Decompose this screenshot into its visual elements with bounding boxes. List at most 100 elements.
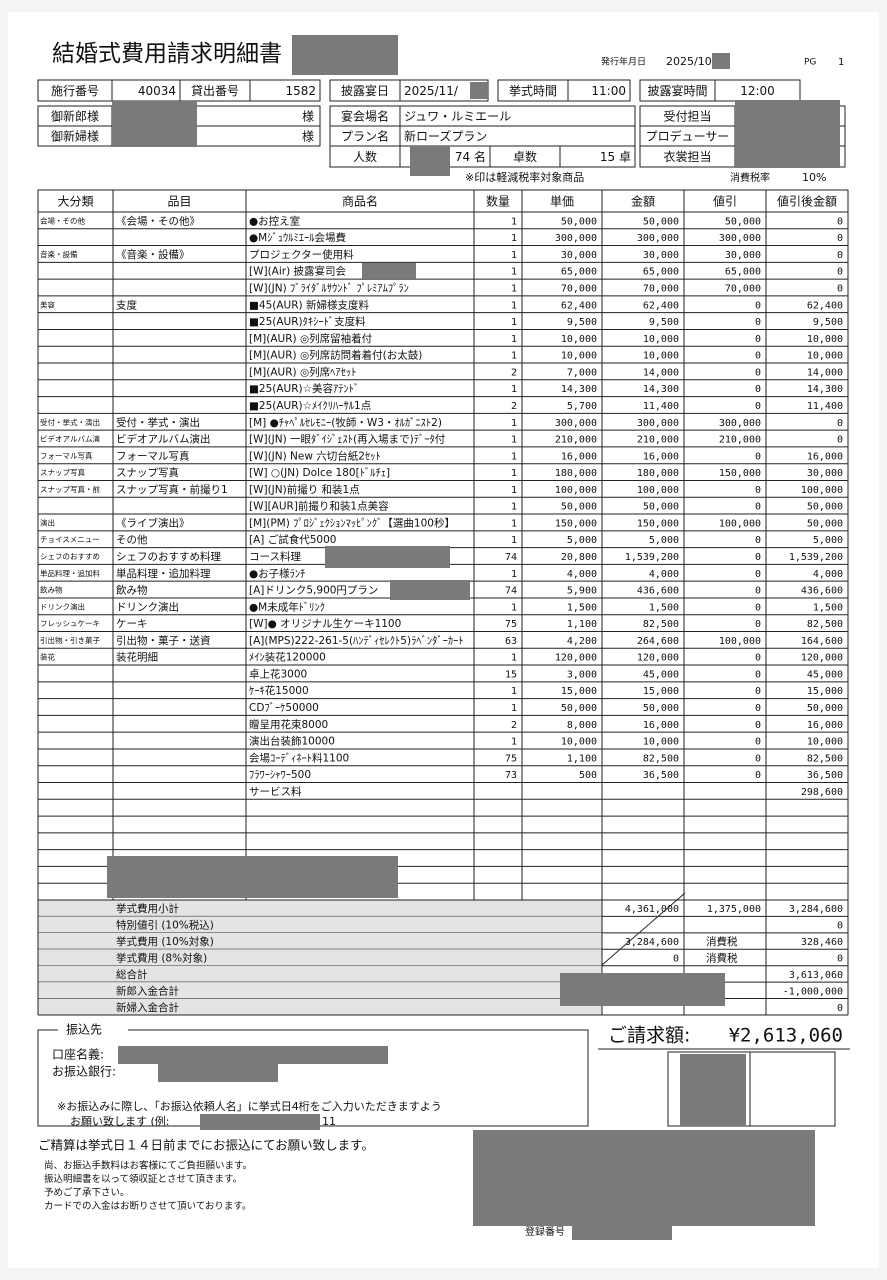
row-name: 会場ｺｰﾃﾞｨﾈｰﾄ料1100: [249, 751, 349, 764]
row-net: 0: [837, 418, 843, 429]
row-net: 0: [837, 435, 843, 446]
row-item: 《ライブ演出》: [116, 516, 190, 529]
row-net: 62,400: [807, 300, 843, 311]
column-header: 大分類: [57, 195, 93, 209]
row-unit-price: 1,500: [567, 602, 597, 613]
billing-amount: ¥2,613,060: [729, 1025, 843, 1047]
field-value: 15 卓: [600, 150, 631, 164]
row-amount: 50,000: [643, 703, 679, 714]
redaction: [680, 1054, 746, 1126]
summary-amount: 0: [673, 953, 679, 964]
row-net: 0: [837, 284, 843, 295]
row-unit-price: 7,000: [567, 367, 597, 378]
summary-amount: 3,284,600: [625, 937, 679, 948]
row-name: [A]ドリンク5,900円プラン: [249, 585, 378, 597]
row-category: 美容: [40, 299, 55, 309]
row-category: 装花: [40, 652, 55, 662]
row-net: 0: [837, 267, 843, 278]
row-discount: 100,000: [719, 518, 761, 529]
row-amount: 82,500: [643, 619, 679, 630]
summary-label: 挙式費用 (10%対象): [116, 935, 214, 948]
row-item: 受付・挙式・演出: [116, 416, 200, 429]
row-qty: 2: [511, 401, 517, 412]
row-name: ●Mｼﾞｭｳﾙﾐｴｰﾙ会場費: [249, 231, 346, 244]
row-name: [M] ●ﾁｬﾍﾟﾙｾﾚﾓﾆｰ(牧師・W3・ｵﾙｶﾞﾆｽﾄ2): [249, 416, 442, 429]
row-net: 10,000: [807, 737, 843, 748]
row-amount: 264,600: [637, 636, 679, 647]
row-amount: 82,500: [643, 753, 679, 764]
row-net: 15,000: [807, 686, 843, 697]
row-name: [W](JN) 一眼ﾀﾞｲｼﾞｪｽﾄ(再入場まで)ﾃﾞｰﾀ付: [249, 433, 445, 446]
row-discount: 70,000: [725, 284, 761, 295]
row-name: 贈呈用花束8000: [249, 718, 328, 731]
summary-shade: [38, 982, 602, 999]
summary-net: -1,000,000: [783, 986, 843, 997]
row-category: 引出物・引き菓子: [40, 635, 100, 645]
summary-shade: [38, 916, 602, 933]
row-net: 30,000: [807, 468, 843, 479]
row-qty: 1: [511, 284, 517, 295]
row-discount: 0: [755, 317, 761, 328]
summary-net: 3,613,060: [789, 970, 843, 981]
row-item: 《音楽・設備》: [116, 248, 190, 261]
row-unit-price: 4,000: [567, 569, 597, 580]
row-net: 16,000: [807, 451, 843, 462]
row-discount: 30,000: [725, 250, 761, 261]
field-label: 挙式時間: [509, 84, 557, 98]
footer-note: 振込明細書を以って領収証とさせて頂きます。: [44, 1173, 242, 1185]
column-header: 値引: [713, 194, 737, 209]
row-qty: 1: [511, 653, 517, 664]
row-net: 50,000: [807, 703, 843, 714]
row-amount: 10,000: [643, 351, 679, 362]
row-unit-price: 5,900: [567, 586, 597, 597]
row-unit-price: 14,300: [561, 384, 597, 395]
row-unit-price: 5,700: [567, 401, 597, 412]
redaction: [470, 82, 488, 99]
row-unit-price: 150,000: [555, 518, 597, 529]
redaction: [473, 1130, 815, 1226]
row-category: シェフのおすすめ: [40, 552, 100, 561]
summary-discount: 1,375,000: [707, 904, 761, 915]
tax-rate: 10%: [802, 171, 826, 184]
row-unit-price: 300,000: [555, 418, 597, 429]
summary-label: 新婦入金合計: [116, 1001, 179, 1014]
summary-tax-label: 消費税: [706, 951, 738, 964]
row-amount: 14,000: [643, 367, 679, 378]
field-label: 宴会場名: [341, 109, 389, 124]
row-amount: 300,000: [637, 233, 679, 244]
row-category: フォーマル写真: [40, 450, 93, 460]
summary-shade: [38, 899, 602, 917]
row-unit-price: 300,000: [555, 233, 597, 244]
row-qty: 1: [511, 233, 517, 244]
row-discount: 0: [755, 686, 761, 697]
row-net: 10,000: [807, 351, 843, 362]
row-amount: 9,500: [649, 317, 679, 328]
row-discount: 0: [755, 351, 761, 362]
row-net: 36,500: [807, 770, 843, 781]
summary-tax-label: 消費税: [706, 935, 738, 948]
row-category: 音楽・設備: [40, 249, 78, 259]
column-header: 数量: [486, 194, 510, 209]
redaction: [410, 146, 450, 176]
row-qty: 1: [511, 451, 517, 462]
row-unit-price: 1,100: [567, 619, 597, 630]
registration-label: 登録番号: [525, 1225, 565, 1238]
redaction: [292, 35, 398, 75]
row-qty: 1: [511, 267, 517, 278]
field-label: 卓数: [513, 149, 537, 164]
row-qty: 1: [511, 216, 517, 227]
row-amount: 436,600: [637, 586, 679, 597]
row-net: 5,000: [813, 535, 843, 546]
row-discount: 0: [755, 367, 761, 378]
row-unit-price: 50,000: [561, 502, 597, 513]
row-unit-price: 3,000: [567, 669, 597, 680]
field-label: 御新郎様: [51, 109, 99, 124]
row-amount: 14,300: [643, 384, 679, 395]
row-net: 0: [837, 250, 843, 261]
row-net: 16,000: [807, 720, 843, 731]
row-name: 演出台装飾10000: [249, 735, 335, 748]
row-item: 引出物・菓子・送資: [116, 634, 211, 647]
row-qty: 75: [505, 619, 517, 630]
row-category: ドリンク演出: [40, 601, 85, 611]
row-discount: 0: [755, 753, 761, 764]
